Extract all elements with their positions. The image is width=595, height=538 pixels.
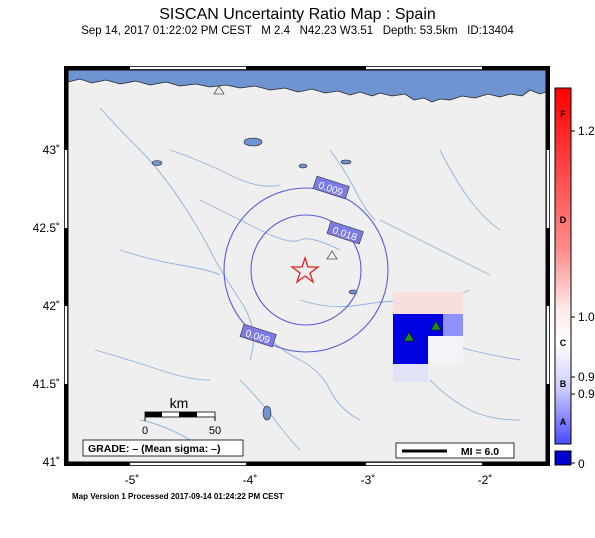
- colorbar-letter: C: [560, 338, 567, 348]
- sea: [68, 70, 546, 103]
- lat-tick-label: 41˚: [43, 455, 60, 469]
- lon-tick-label: -2˚: [478, 473, 493, 487]
- epicenter-star-icon: [290, 255, 320, 284]
- lat-tick-label: 41.5˚: [33, 377, 60, 391]
- lon-tick-label: -4˚: [243, 473, 258, 487]
- contour-lines: [223, 187, 389, 353]
- station-triangle-icon: [403, 331, 415, 342]
- station-triangle-icon: [213, 85, 225, 95]
- event-magnitude: M 2.4: [261, 25, 291, 37]
- processing-footer: Map Version 1 Processed 2017-09-14 01:24…: [72, 492, 284, 501]
- lon-axis: -5˚ -4˚ -3˚ -2˚: [125, 473, 493, 487]
- lat-tick-label: 43˚: [43, 143, 60, 157]
- grade-box: GRADE: – (Mean sigma: –): [82, 439, 244, 457]
- event-id: ID:13404: [467, 25, 514, 37]
- mi-legend-label: MI = 6.0: [461, 446, 499, 458]
- scale-bar: km 0 50: [142, 395, 221, 437]
- event-location: N42.23 W3.51: [299, 25, 374, 37]
- scale-left-label: 0: [142, 425, 148, 437]
- colorbar-value: 0: [578, 457, 585, 471]
- lon-tick-label: -5˚: [125, 473, 140, 487]
- map-subtitle: Sep 14, 2017 01:22:02 PM CEST M 2.4 N42.…: [0, 25, 595, 37]
- colorbar-letter: D: [560, 215, 567, 225]
- station-triangle-icon: [326, 250, 338, 260]
- grade-text: GRADE: – (Mean sigma: –): [88, 443, 220, 455]
- event-depth: Depth: 53.5km: [382, 25, 458, 37]
- colorbar-value: 0.9: [578, 370, 595, 384]
- colorbar-letter: F: [560, 109, 566, 119]
- colorbar-value: 0.9: [578, 387, 595, 401]
- colorbar: F D C B A 1.2 1.0 0.9 0.9 0: [554, 87, 595, 471]
- colorbar-letter: B: [560, 379, 567, 389]
- colorbar-letter: A: [560, 417, 567, 427]
- map-title: SISCAN Uncertainty Ratio Map : Spain: [159, 6, 436, 23]
- station-triangle-icon: [430, 320, 442, 331]
- colorbar-value: 1.2: [578, 124, 595, 138]
- uncertainty-cells: [393, 292, 463, 382]
- colorbar-value: 1.0: [578, 310, 595, 324]
- event-datetime: Sep 14, 2017 01:22:02 PM CEST: [81, 25, 252, 37]
- lon-tick-label: -3˚: [361, 473, 376, 487]
- lat-tick-label: 42˚: [43, 299, 60, 313]
- scale-right-label: 50: [209, 425, 221, 437]
- lat-tick-label: 42.5˚: [33, 221, 60, 235]
- scale-unit: km: [170, 395, 189, 411]
- mi-legend: MI = 6.0: [395, 442, 515, 459]
- lat-axis: 43˚ 42.5˚ 42˚ 41.5˚ 41˚: [33, 143, 60, 469]
- map-frame: [64, 66, 550, 466]
